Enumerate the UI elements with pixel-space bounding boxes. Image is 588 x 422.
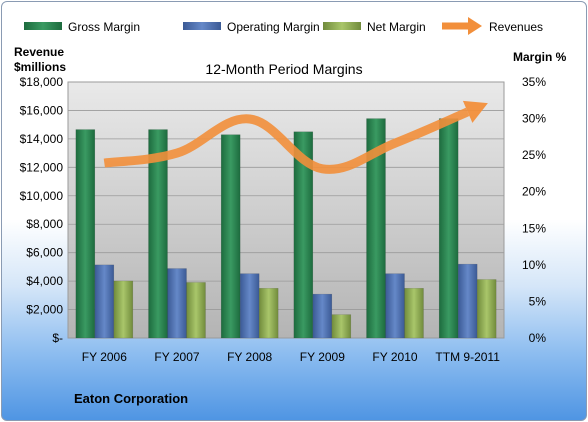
legend-arrow — [468, 17, 482, 35]
y-left-tick-label: $14,000 — [20, 132, 64, 146]
y-right-tick-label: 10% — [522, 258, 546, 272]
legend-swatch — [24, 22, 62, 30]
y-right-tick-label: 0% — [529, 331, 547, 345]
legend-swatch — [323, 22, 361, 30]
bar-operating-margin — [167, 268, 187, 339]
legend-swatch — [183, 22, 221, 30]
x-tick-label: FY 2006 — [82, 350, 127, 364]
gridlines — [68, 110, 504, 310]
revenue-line — [103, 107, 470, 174]
y-right-tick-label: 25% — [522, 148, 546, 162]
y-left-axis-label-line1: Revenue — [14, 45, 65, 59]
y-left-tick-label: $8,000 — [26, 217, 63, 231]
bar-operating-margin — [385, 273, 405, 339]
footer-company-label: Eaton Corporation — [74, 391, 189, 406]
x-tick-label: FY 2008 — [227, 350, 272, 364]
bar-gross-margin — [438, 118, 459, 339]
bar-gross-margin — [220, 134, 241, 339]
chart-title: 12-Month Period Margins — [205, 61, 362, 77]
y-right-tick-label: 15% — [522, 221, 546, 235]
bar-net-margin — [404, 288, 424, 339]
legend: Gross Margin Operating Margin Net Margin Re… — [24, 17, 543, 35]
y-left-tick-label: $2,000 — [26, 303, 63, 317]
bar-gross-margin — [75, 129, 96, 339]
y-left-axis-label-line2: $millions — [14, 60, 67, 74]
y-left-tick-label: $4,000 — [26, 274, 63, 288]
x-tick-label: FY 2009 — [300, 350, 345, 364]
revenue-arrowhead — [462, 100, 488, 123]
y-right-tick-label: 20% — [522, 185, 546, 199]
bars — [75, 118, 497, 339]
bar-net-margin — [186, 282, 206, 339]
bar-net-margin — [113, 280, 134, 339]
revenue-line-layer — [103, 100, 488, 174]
y-left-tick-label: $18,000 — [20, 75, 64, 89]
y-left-tick-label: $16,000 — [20, 103, 64, 117]
y-left-tick-label: $- — [52, 331, 63, 345]
bar-operating-margin — [457, 263, 478, 339]
bar-operating-margin — [312, 293, 333, 339]
legend-label: Net Margin — [367, 20, 426, 34]
axes-text: $- $2,000 $4,000 $6,000 $8,000 $10,000 $12,000… — [20, 75, 547, 364]
y-right-tick-label: 5% — [529, 294, 547, 308]
y-left-tick-label: $6,000 — [26, 246, 63, 260]
y-left-tick-label: $10,000 — [20, 189, 64, 203]
x-tick-label: FY 2010 — [372, 350, 417, 364]
y-right-tick-label: 30% — [522, 112, 546, 126]
legend-label: Gross Margin — [68, 20, 140, 34]
legend-label: Operating Margin — [227, 20, 320, 34]
y-right-axis-label: Margin % — [513, 50, 567, 64]
bar-net-margin — [476, 279, 497, 339]
legend-label: Revenues — [489, 20, 543, 34]
y-right-tick-label: 35% — [522, 75, 546, 89]
bar-gross-margin — [148, 129, 168, 339]
y-left-tick-label: $12,000 — [20, 160, 64, 174]
bar-gross-margin — [293, 131, 314, 339]
bar-operating-margin — [239, 273, 260, 339]
bar-operating-margin — [94, 264, 115, 339]
bar-gross-margin — [366, 118, 386, 339]
bar-net-margin — [258, 288, 279, 339]
x-tick-label: TTM 9-2011 — [435, 350, 500, 364]
x-tick-label: FY 2007 — [154, 350, 199, 364]
bar-net-margin — [331, 314, 352, 339]
